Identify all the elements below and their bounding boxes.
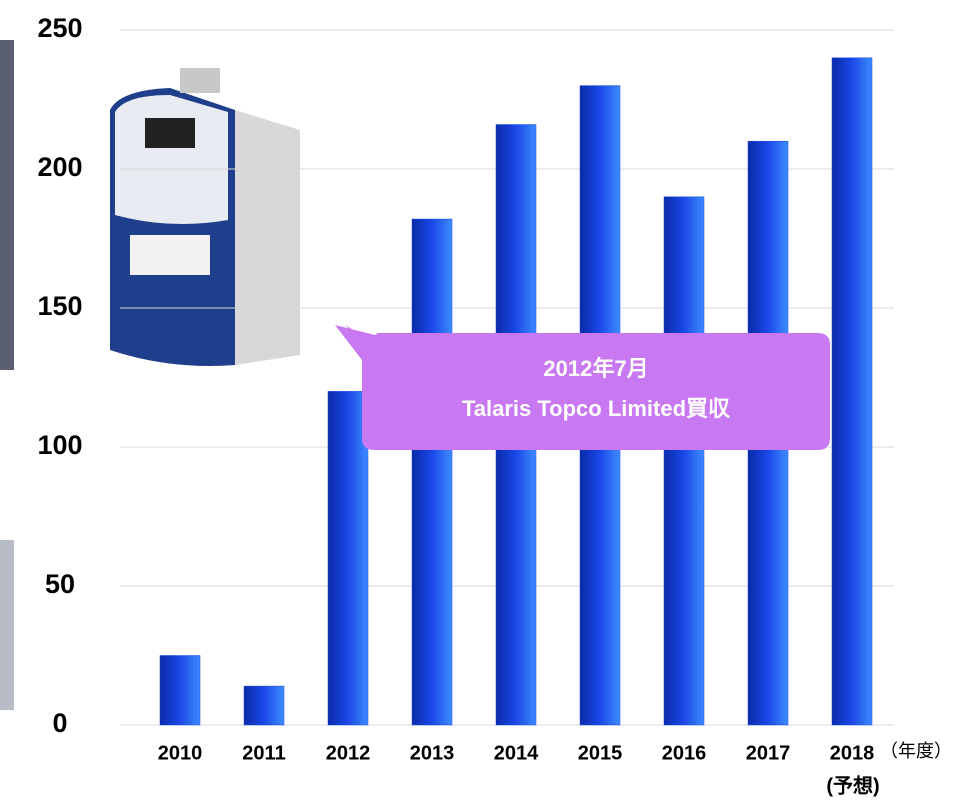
bar xyxy=(244,686,284,725)
bar xyxy=(664,197,704,725)
x-tick-label: 2015 xyxy=(578,742,623,764)
x-tick-label: 2013 xyxy=(410,742,455,764)
y-tick-label: 100 xyxy=(37,430,82,460)
x-tick-label: 2010 xyxy=(158,742,203,764)
x-tick-label: 2016 xyxy=(662,742,707,764)
y-tick-label: 150 xyxy=(37,291,82,321)
annotation-line: Talaris Topco Limited買収 xyxy=(462,396,731,421)
photo-fragment xyxy=(0,40,14,370)
callout xyxy=(335,325,830,450)
annotation-line: 2012年7月 xyxy=(543,356,648,381)
y-tick-label: 0 xyxy=(52,708,67,738)
forecast-note: (予想) xyxy=(826,774,879,797)
chart: 2012年7月 Talaris Topco Limited買収 （年度） (予想… xyxy=(0,0,965,806)
bar xyxy=(328,391,368,725)
x-tick-label: 2017 xyxy=(746,742,791,764)
x-tick-label: 2012 xyxy=(326,742,371,764)
product-photo xyxy=(110,68,300,366)
x-tick-label: 2014 xyxy=(494,742,539,764)
x-tick-label: 2018 xyxy=(830,742,875,764)
y-tick-label: 200 xyxy=(37,152,82,182)
y-tick-label: 50 xyxy=(45,569,75,599)
x-unit: （年度） xyxy=(880,741,952,761)
x-tick-label: 2011 xyxy=(242,742,285,764)
bar xyxy=(412,219,452,725)
photo-fragment xyxy=(0,540,14,710)
bar xyxy=(160,656,200,726)
bar xyxy=(832,58,872,725)
y-tick-label: 250 xyxy=(37,13,82,43)
